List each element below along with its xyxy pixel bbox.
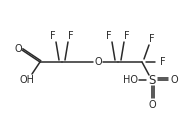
Text: F: F (68, 31, 74, 41)
Text: O: O (14, 44, 22, 54)
Text: F: F (160, 57, 166, 67)
Text: F: F (149, 34, 155, 44)
Text: OH: OH (20, 75, 35, 85)
Text: F: F (50, 31, 56, 41)
Text: F: F (124, 31, 130, 41)
Text: HO: HO (122, 75, 137, 85)
Text: O: O (148, 100, 156, 110)
Text: O: O (170, 75, 178, 85)
Text: O: O (94, 57, 102, 67)
Text: F: F (106, 31, 112, 41)
Text: S: S (148, 73, 156, 87)
